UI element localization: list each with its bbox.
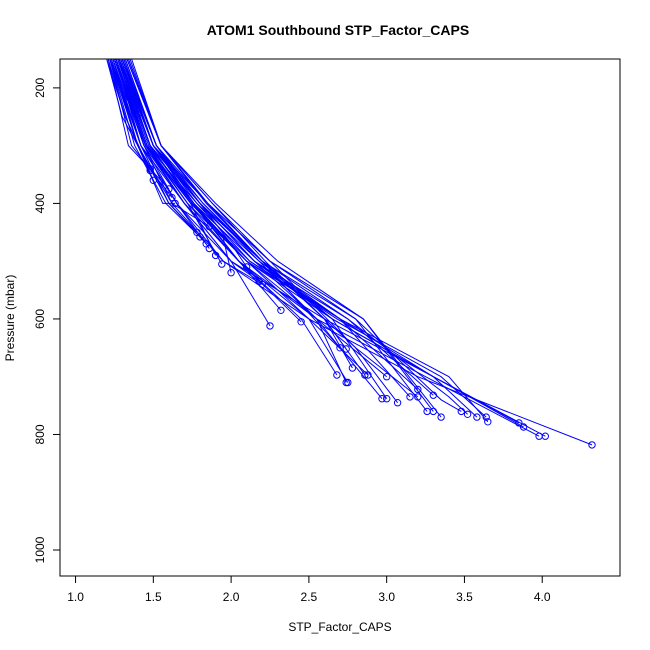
series-layer: [106, 59, 596, 449]
series-line-2: [112, 59, 546, 437]
series-line-32: [121, 59, 302, 323]
series-point-13: [423, 407, 431, 416]
series-point-18: [393, 399, 402, 407]
series-line-9: [123, 59, 468, 415]
series-point-16: [414, 393, 422, 401]
series-line-13: [124, 59, 428, 412]
series-point-36: [227, 269, 235, 277]
series-line-36: [118, 59, 232, 273]
series-point-40: [202, 240, 210, 248]
y-tick-label: 800: [33, 424, 47, 444]
series-point-50: [134, 110, 142, 118]
series-point-4: [519, 423, 528, 431]
series-line-16: [121, 59, 419, 398]
series-point-24: [348, 364, 357, 372]
series-point-47: [149, 176, 158, 185]
y-axis-label: Pressure (mbar): [3, 275, 17, 362]
series-line-49: [107, 59, 151, 171]
series-line-6: [113, 59, 489, 423]
series-line-29: [127, 59, 347, 350]
series-line-10: [126, 59, 462, 412]
series-point-20: [378, 395, 386, 403]
x-axis-label: STP_Factor_CAPS: [288, 620, 391, 634]
series-point-10: [457, 407, 465, 416]
series-point-44: [171, 199, 179, 208]
series-line-15: [115, 59, 419, 390]
y-tick-label: 200: [33, 78, 47, 98]
series-line-18: [127, 59, 398, 404]
series-line-4: [118, 59, 524, 428]
series-point-8: [473, 413, 481, 421]
series-line-3: [115, 59, 540, 437]
series-point-32: [297, 318, 305, 326]
x-axis: 1.0 1.5 2.0 2.5 3.0 3.5 4.0: [67, 575, 551, 604]
series-line-1: [109, 59, 593, 446]
series-point-7: [482, 413, 490, 421]
series-line-40: [110, 59, 207, 245]
series-point-3: [535, 432, 543, 440]
chart-title: ATOM1 Southbound STP_Factor_CAPS: [207, 22, 469, 38]
x-tick-label: 3.0: [378, 590, 395, 604]
series-line-28: [124, 59, 341, 349]
series-point-37: [218, 260, 226, 268]
series-point-27: [333, 371, 341, 379]
series-group: [106, 59, 596, 449]
series-line-7: [117, 59, 487, 418]
series-point-11: [437, 413, 445, 421]
y-tick-label: 400: [33, 193, 47, 213]
series-line-26: [118, 59, 349, 383]
series-line-21: [113, 59, 388, 378]
series-line-5: [121, 59, 520, 424]
series-point-21: [383, 373, 391, 381]
series-point-26: [344, 378, 352, 387]
series-point-1: [588, 441, 596, 449]
series-point-49: [146, 166, 154, 175]
series-point-45: [168, 193, 176, 202]
series-point-38: [211, 251, 220, 260]
series-point-5: [515, 419, 523, 427]
series-point-43: [205, 222, 214, 231]
series-line-14: [118, 59, 434, 396]
series-point-15: [414, 385, 422, 394]
y-tick-label: 600: [33, 309, 47, 329]
series-point-30: [266, 322, 274, 330]
series-line-11: [129, 59, 442, 418]
series-line-17: [117, 59, 411, 398]
series-point-34: [255, 277, 263, 286]
series-line-35: [121, 59, 248, 268]
series-point-35: [243, 263, 251, 271]
series-line-19: [120, 59, 388, 399]
x-tick-label: 2.0: [223, 590, 240, 604]
series-point-19: [383, 395, 391, 403]
series-point-6: [484, 418, 492, 426]
x-tick-label: 4.0: [534, 590, 551, 604]
x-tick-label: 2.5: [301, 590, 318, 604]
series-line-50: [109, 59, 139, 115]
x-tick-label: 1.5: [145, 590, 162, 604]
series-point-46: [165, 185, 173, 193]
x-tick-label: 1.0: [67, 590, 84, 604]
y-axis: 200 400 600 800 1000: [33, 78, 61, 563]
series-line-43: [118, 59, 210, 227]
x-tick-label: 3.5: [456, 590, 473, 604]
series-point-9: [463, 410, 472, 418]
series-point-42: [193, 228, 201, 237]
series-point-17: [406, 393, 414, 401]
series-point-23: [361, 371, 369, 379]
series-point-29: [342, 345, 350, 353]
series-line-38: [117, 59, 217, 256]
y-tick-label: 1000: [33, 536, 47, 563]
series-point-31: [277, 306, 285, 314]
series-point-14: [429, 391, 437, 399]
